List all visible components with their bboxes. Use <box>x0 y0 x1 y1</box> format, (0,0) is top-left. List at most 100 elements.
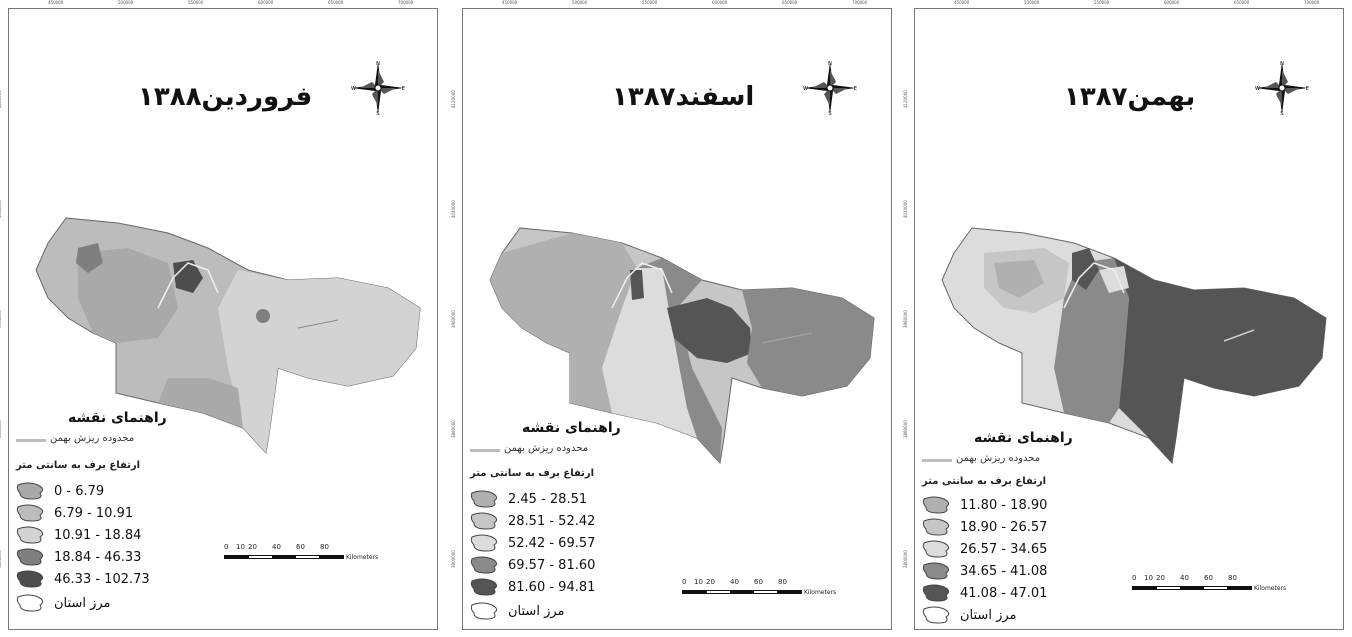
class-swatch <box>922 562 950 580</box>
class-range: 28.51 - 52.42 <box>508 513 596 529</box>
svg-text:S: S <box>376 111 379 116</box>
class-swatch <box>16 526 44 544</box>
zone-small <box>256 309 270 323</box>
avalanche-line-swatch <box>16 439 46 442</box>
province-map <box>941 227 1327 465</box>
class-range: 26.57 - 34.65 <box>960 541 1048 557</box>
svg-text:W: W <box>351 86 356 92</box>
north-arrow-compass-icon: N S E W <box>803 61 857 116</box>
road-line <box>297 319 339 329</box>
border-label: مرز استان <box>960 607 1017 623</box>
class-range: 6.79 - 10.91 <box>54 505 134 521</box>
border-swatch-icon <box>470 602 498 620</box>
zone-core-dark <box>1114 258 1326 463</box>
class-swatch <box>922 496 950 514</box>
avalanche-range-line <box>1063 262 1125 309</box>
zone-south-low <box>158 378 243 428</box>
map-title: بهمن۱۳۸۷ <box>1064 82 1196 112</box>
legend-class-4: 18.84 - 46.33 <box>16 546 141 568</box>
class-swatch <box>16 548 44 566</box>
avalanche-line-swatch <box>922 459 952 462</box>
class-range: 46.33 - 102.73 <box>54 571 150 587</box>
legend-class-5: 46.33 - 102.73 <box>16 568 150 590</box>
coordinate-ticks-side: 4120000 4040000 3960000 3880000 3800000 <box>0 90 2 568</box>
svg-text:W: W <box>1255 86 1260 92</box>
legend-class-4: 34.65 - 41.08 <box>922 560 1047 582</box>
avalanche-label: محدوده ریزش بهمن <box>956 453 1041 464</box>
coordinate-ticks-side: 4120000 4040000 3960000 3880000 3800000 <box>451 90 456 568</box>
coordinate-ticks-top: 450000 500000 550000 600000 650000 70000… <box>502 0 868 5</box>
svg-text:E: E <box>1306 86 1309 92</box>
class-swatch <box>470 512 498 530</box>
zone-core-dark <box>667 298 752 363</box>
snow-depth-label: ارتفاع برف به سانتی متر <box>470 468 595 479</box>
class-swatch <box>470 556 498 574</box>
avalanche-label: محدوده ریزش بهمن <box>50 433 135 444</box>
map-panel-farvardin-1388: 450000 500000 550000 600000 650000 70000… <box>0 0 438 630</box>
class-range: 10.91 - 18.84 <box>54 527 142 543</box>
avalanche-line-swatch <box>470 449 500 452</box>
class-range: 11.80 - 18.90 <box>960 497 1048 513</box>
svg-text:E: E <box>402 86 405 92</box>
class-range: 2.45 - 28.51 <box>508 491 588 507</box>
north-arrow-compass-icon: N S E W <box>351 61 405 116</box>
legend-border: مرز استان <box>470 600 564 622</box>
border-label: مرز استان <box>54 595 111 611</box>
svg-text:N: N <box>828 61 832 67</box>
class-swatch <box>922 540 950 558</box>
legend-class-3: 26.57 - 34.65 <box>922 538 1047 560</box>
svg-text:S: S <box>828 111 831 116</box>
svg-text:N: N <box>1280 61 1284 67</box>
legend-border: مرز استان <box>16 592 110 614</box>
coordinate-ticks-top: 450000 500000 550000 600000 650000 70000… <box>48 0 414 5</box>
svg-text:N: N <box>376 61 380 67</box>
avalanche-range-line <box>611 262 673 309</box>
snow-depth-label: ارتفاع برف به سانتی متر <box>922 476 1047 487</box>
legend-class-1: 0 - 6.79 <box>16 480 104 502</box>
class-range: 81.60 - 94.81 <box>508 579 596 595</box>
scale-bar: 0 10 20 40 60 80 Kilometers <box>1132 574 1287 592</box>
road-line <box>761 332 813 344</box>
class-range: 18.90 - 26.57 <box>960 519 1048 535</box>
class-range: 69.57 - 81.60 <box>508 557 596 573</box>
zone-band-light <box>602 268 697 438</box>
legend-class-1: 2.45 - 28.51 <box>470 488 587 510</box>
scale-bar: 0 10 20 40 60 80 Kilometers <box>682 578 837 596</box>
avalanche-label: محدوده ریزش بهمن <box>504 443 589 454</box>
legend-class-2: 6.79 - 10.91 <box>16 502 133 524</box>
legend-title: راهنمای نقشه <box>522 420 621 436</box>
border-label: مرز استان <box>508 603 565 619</box>
map-panel-bahman-1387: 450000 500000 550000 600000 650000 70000… <box>903 0 1344 630</box>
class-swatch <box>16 504 44 522</box>
border-swatch-icon <box>16 594 44 612</box>
class-range: 41.08 - 47.01 <box>960 585 1048 601</box>
class-swatch <box>922 518 950 536</box>
zone-band-mid <box>637 258 722 463</box>
zone-eastern <box>218 270 420 453</box>
road-line <box>1223 329 1255 342</box>
zone-east-lobe <box>742 288 874 396</box>
zone-mid-band <box>1054 258 1129 423</box>
class-range: 0 - 6.79 <box>54 483 105 499</box>
class-range: 52.42 - 69.57 <box>508 535 596 551</box>
scale-bar: 0 10 20 40 60 80 Kilometers <box>224 543 379 561</box>
svg-text:S: S <box>1280 111 1283 116</box>
legend-class-3: 52.42 - 69.57 <box>470 532 595 554</box>
province-map <box>35 217 421 455</box>
svg-text:E: E <box>854 86 857 92</box>
legend-title: راهنمای نقشه <box>68 410 167 426</box>
map-title: اسفند۱۳۸۷ <box>612 82 755 112</box>
legend-class-2: 28.51 - 52.42 <box>470 510 595 532</box>
legend-title: راهنمای نقشه <box>974 430 1073 446</box>
snow-depth-label: ارتفاع برف به سانتی متر <box>16 460 141 471</box>
legend-class-3: 10.91 - 18.84 <box>16 524 141 546</box>
north-arrow-compass-icon: N S E W <box>1255 61 1309 116</box>
zone-north-west <box>76 243 103 273</box>
legend-border: مرز استان <box>922 604 1016 626</box>
class-range: 18.84 - 46.33 <box>54 549 142 565</box>
class-swatch <box>922 584 950 602</box>
zone-west-core <box>994 260 1044 298</box>
legend-class-5: 81.60 - 94.81 <box>470 576 595 598</box>
map-title: فروردین۱۳۸۸ <box>138 82 313 112</box>
legend-class-1: 11.80 - 18.90 <box>922 494 1047 516</box>
